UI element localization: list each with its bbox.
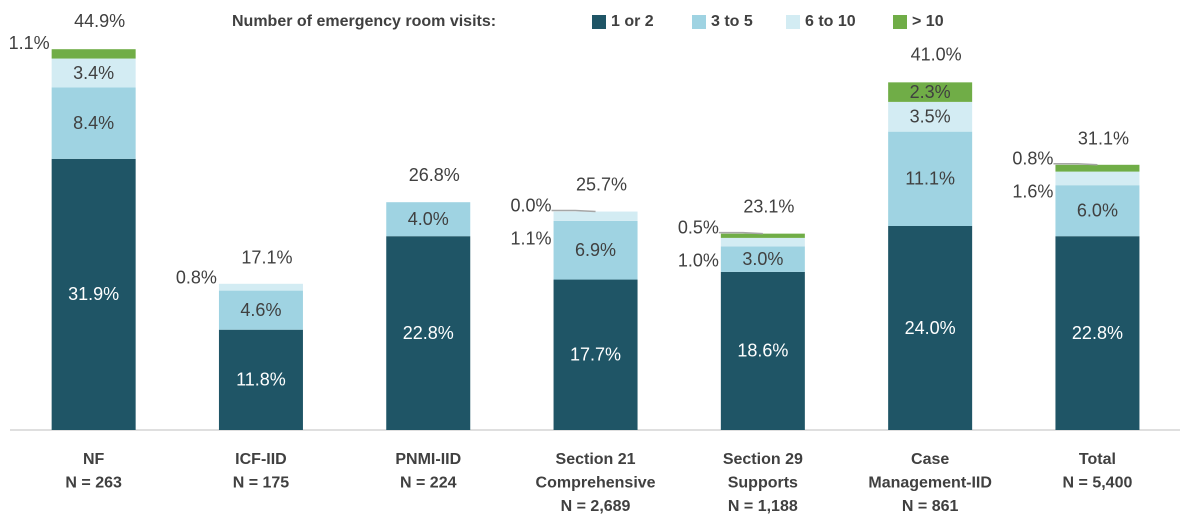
data-label: 1.1% xyxy=(511,228,552,248)
data-label: 1.6% xyxy=(1012,182,1053,202)
data-label: 11.8% xyxy=(236,370,286,390)
x-tick-label: Management-IID xyxy=(868,475,992,492)
bar-segment xyxy=(218,290,303,330)
x-tick-label: Comprehensive xyxy=(536,475,656,492)
x-tick-label: Case xyxy=(911,451,949,468)
total-label: 25.7% xyxy=(576,174,627,194)
total-label: 41.0% xyxy=(911,44,962,64)
data-label: 17.7% xyxy=(570,345,621,365)
bar-segment xyxy=(553,279,638,430)
data-label: 4.6% xyxy=(240,300,281,320)
legend-swatch xyxy=(786,15,800,29)
data-label: 1.1% xyxy=(9,33,50,53)
data-label: 22.8% xyxy=(403,323,454,343)
legend-label: > 10 xyxy=(912,13,944,30)
bar-segment xyxy=(720,237,805,247)
x-tick-label: N = 1,188 xyxy=(728,498,798,515)
data-label: 3.0% xyxy=(742,249,783,269)
legend-swatch xyxy=(893,15,907,29)
data-label: 3.5% xyxy=(910,107,951,127)
bar-segment xyxy=(51,49,136,59)
x-tick-label: Total xyxy=(1079,451,1116,468)
data-label: 6.9% xyxy=(575,240,616,260)
bar-segment xyxy=(888,131,973,226)
bar-segment xyxy=(553,211,638,221)
x-tick-label: Section 21 xyxy=(556,451,636,468)
data-label: 22.8% xyxy=(1072,323,1123,343)
x-tick-label: Supports xyxy=(728,475,798,492)
x-tick-label: N = 5,400 xyxy=(1063,475,1133,492)
bar-segment xyxy=(888,226,973,430)
data-label: 1.0% xyxy=(678,250,719,270)
bar-segment xyxy=(386,236,471,430)
x-tick-label: N = 263 xyxy=(65,475,122,492)
legend-label: 3 to 5 xyxy=(711,13,753,30)
data-label: 4.0% xyxy=(408,209,449,229)
x-tick-label: N = 861 xyxy=(902,498,959,515)
x-tick-label: N = 175 xyxy=(233,475,290,492)
bar-segment xyxy=(720,233,805,238)
x-tick-label: ICF-IID xyxy=(235,451,287,468)
data-label: 24.0% xyxy=(905,318,956,338)
x-tick-label: N = 2,689 xyxy=(561,498,631,515)
data-label: 2.3% xyxy=(910,82,951,102)
bar-segment xyxy=(386,202,471,237)
bar-segment xyxy=(1055,236,1140,430)
x-tick-label: Section 29 xyxy=(723,451,803,468)
leader-line xyxy=(1053,163,1098,166)
data-label: 18.6% xyxy=(737,341,788,361)
data-label: 0.5% xyxy=(678,217,719,237)
data-label: 11.1% xyxy=(905,169,955,189)
total-label: 44.9% xyxy=(74,11,125,31)
leader-line xyxy=(551,209,596,213)
bar-segment xyxy=(51,87,136,159)
data-label: 0.8% xyxy=(176,268,217,288)
bar-segment xyxy=(888,101,973,132)
legend-swatch xyxy=(592,15,606,29)
data-label: 0.8% xyxy=(1012,149,1053,169)
data-label: 0.0% xyxy=(511,195,552,215)
data-label: 31.9% xyxy=(68,284,119,304)
data-label: 8.4% xyxy=(73,113,114,133)
bar-segment xyxy=(1055,164,1140,172)
bar-segment xyxy=(720,271,805,430)
legend-title: Number of emergency room visits: xyxy=(232,13,496,30)
bar-segment xyxy=(720,246,805,272)
x-tick-label: PNMI-IID xyxy=(395,451,461,468)
leader-line xyxy=(718,231,763,235)
legend-label: 6 to 10 xyxy=(805,13,856,30)
bar-segment xyxy=(218,329,303,430)
total-label: 17.1% xyxy=(241,247,292,267)
bar-segment xyxy=(888,82,973,102)
legend-label: 1 or 2 xyxy=(611,13,654,30)
data-label: 6.0% xyxy=(1077,200,1118,220)
bar-segment xyxy=(1055,171,1140,186)
data-label: 3.4% xyxy=(73,63,114,83)
bar-segment xyxy=(553,220,638,280)
x-tick-label: N = 224 xyxy=(400,475,457,492)
bar-segment xyxy=(51,58,136,88)
legend-swatch xyxy=(692,15,706,29)
total-label: 26.8% xyxy=(409,165,460,185)
x-tick-label: NF xyxy=(83,451,105,468)
total-label: 23.1% xyxy=(743,196,794,216)
total-label: 31.1% xyxy=(1078,128,1129,148)
bar-segment xyxy=(218,283,303,291)
bar-segment xyxy=(51,158,136,430)
bar-segment xyxy=(1055,185,1140,237)
